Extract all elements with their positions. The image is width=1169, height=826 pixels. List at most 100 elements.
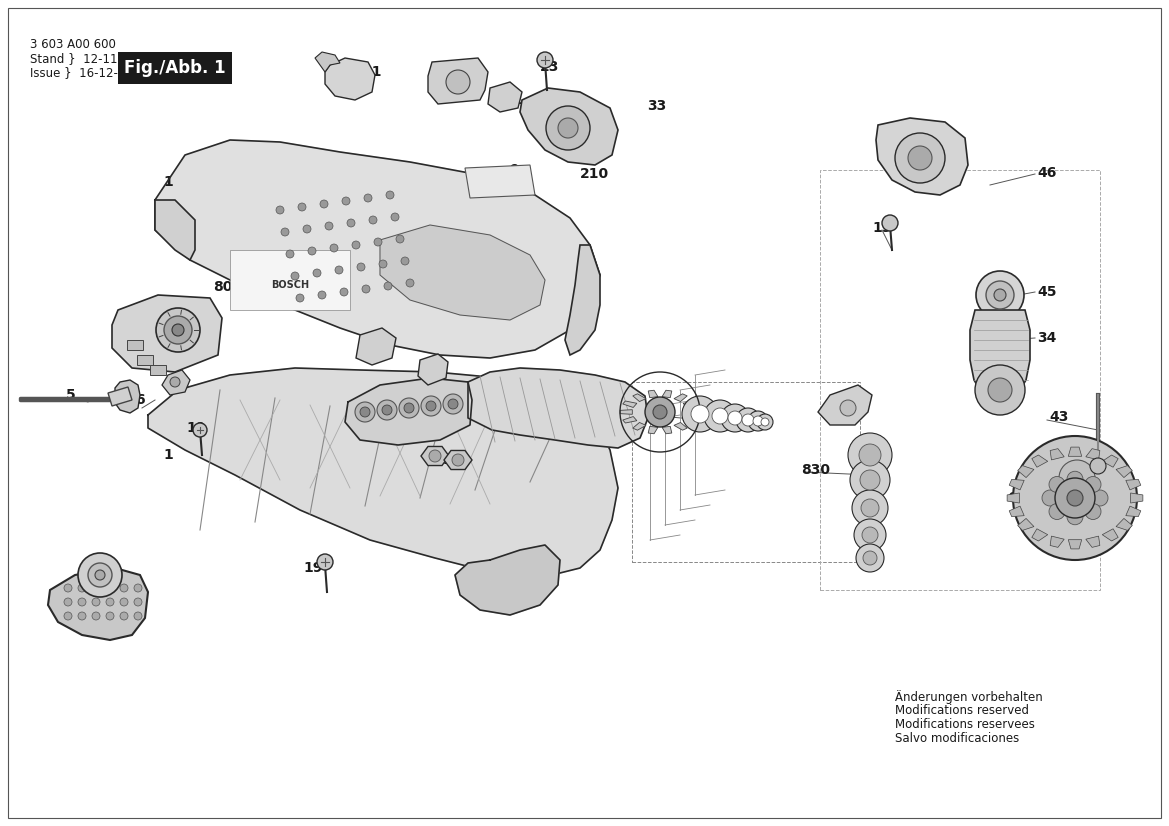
- Circle shape: [78, 598, 87, 606]
- Polygon shape: [444, 450, 472, 469]
- Polygon shape: [1068, 447, 1081, 456]
- Text: Modifications reservees: Modifications reservees: [895, 718, 1035, 731]
- Text: BOSCH: BOSCH: [271, 280, 309, 290]
- Circle shape: [1049, 504, 1065, 520]
- Circle shape: [325, 222, 333, 230]
- Circle shape: [645, 397, 675, 427]
- Circle shape: [426, 401, 436, 411]
- Polygon shape: [1068, 539, 1081, 549]
- Text: 685: 685: [116, 611, 145, 625]
- Circle shape: [728, 411, 742, 425]
- Circle shape: [753, 416, 763, 426]
- Polygon shape: [465, 165, 535, 198]
- Polygon shape: [115, 380, 140, 413]
- Circle shape: [155, 308, 200, 352]
- Text: Änderungen vorbehalten: Änderungen vorbehalten: [895, 690, 1043, 704]
- Polygon shape: [565, 245, 600, 355]
- Circle shape: [364, 194, 372, 202]
- Circle shape: [856, 544, 884, 572]
- Circle shape: [347, 219, 355, 227]
- Circle shape: [360, 407, 371, 417]
- Polygon shape: [620, 410, 632, 415]
- Circle shape: [452, 454, 464, 466]
- Polygon shape: [632, 394, 646, 401]
- Polygon shape: [1046, 455, 1108, 500]
- Circle shape: [1092, 490, 1108, 506]
- Text: 684: 684: [1008, 491, 1037, 505]
- Circle shape: [383, 282, 392, 290]
- Text: 19: 19: [186, 421, 206, 435]
- Circle shape: [852, 490, 888, 526]
- Text: 3 603 A00 600: 3 603 A00 600: [30, 38, 116, 51]
- Circle shape: [841, 400, 856, 416]
- Polygon shape: [675, 394, 687, 401]
- Circle shape: [64, 612, 72, 620]
- Circle shape: [64, 598, 72, 606]
- Circle shape: [994, 289, 1007, 301]
- Circle shape: [276, 206, 284, 214]
- Text: 19: 19: [303, 561, 323, 575]
- Polygon shape: [162, 370, 191, 395]
- Text: 41: 41: [362, 65, 382, 79]
- Text: 1: 1: [164, 448, 173, 462]
- Circle shape: [78, 553, 122, 597]
- Bar: [819, 170, 1100, 590]
- Polygon shape: [1009, 479, 1024, 490]
- Circle shape: [448, 399, 458, 409]
- Circle shape: [336, 266, 343, 274]
- Circle shape: [546, 106, 590, 150]
- Text: 22: 22: [504, 93, 524, 107]
- Polygon shape: [314, 52, 340, 72]
- Circle shape: [850, 460, 890, 500]
- Circle shape: [421, 396, 441, 416]
- Circle shape: [382, 405, 392, 415]
- Circle shape: [862, 527, 878, 543]
- Circle shape: [443, 394, 463, 414]
- Circle shape: [343, 197, 350, 205]
- Polygon shape: [325, 58, 375, 100]
- Circle shape: [298, 203, 306, 211]
- Circle shape: [862, 499, 879, 517]
- Polygon shape: [112, 295, 222, 372]
- Circle shape: [134, 612, 141, 620]
- Circle shape: [704, 400, 736, 432]
- Circle shape: [447, 70, 470, 94]
- Circle shape: [170, 377, 180, 387]
- Circle shape: [401, 257, 409, 265]
- Circle shape: [404, 403, 414, 413]
- Circle shape: [736, 408, 760, 432]
- Polygon shape: [127, 340, 143, 350]
- Polygon shape: [1050, 536, 1064, 548]
- Circle shape: [537, 52, 553, 68]
- Polygon shape: [1126, 506, 1141, 516]
- Circle shape: [64, 584, 72, 592]
- Text: 7: 7: [167, 376, 177, 390]
- Bar: [230, 250, 350, 310]
- Polygon shape: [683, 401, 697, 407]
- Text: 34: 34: [1037, 331, 1057, 345]
- Text: 16: 16: [152, 336, 172, 350]
- Text: Salvo modificaciones: Salvo modificaciones: [895, 732, 1019, 745]
- Polygon shape: [357, 328, 396, 365]
- Polygon shape: [1032, 529, 1047, 541]
- Circle shape: [1067, 490, 1082, 506]
- Polygon shape: [155, 200, 195, 260]
- Polygon shape: [380, 225, 545, 320]
- Circle shape: [895, 133, 945, 183]
- Text: 21: 21: [434, 453, 454, 467]
- Polygon shape: [345, 378, 472, 445]
- Polygon shape: [1018, 519, 1033, 530]
- Circle shape: [1085, 477, 1101, 492]
- Circle shape: [193, 423, 207, 437]
- Circle shape: [307, 247, 316, 255]
- Text: 19: 19: [872, 221, 892, 235]
- Circle shape: [340, 288, 348, 296]
- Circle shape: [379, 260, 387, 268]
- Polygon shape: [1126, 479, 1141, 490]
- Circle shape: [320, 200, 328, 208]
- Circle shape: [369, 216, 376, 224]
- Text: 5: 5: [67, 388, 76, 402]
- Polygon shape: [48, 568, 148, 640]
- Circle shape: [134, 584, 141, 592]
- Polygon shape: [487, 82, 523, 112]
